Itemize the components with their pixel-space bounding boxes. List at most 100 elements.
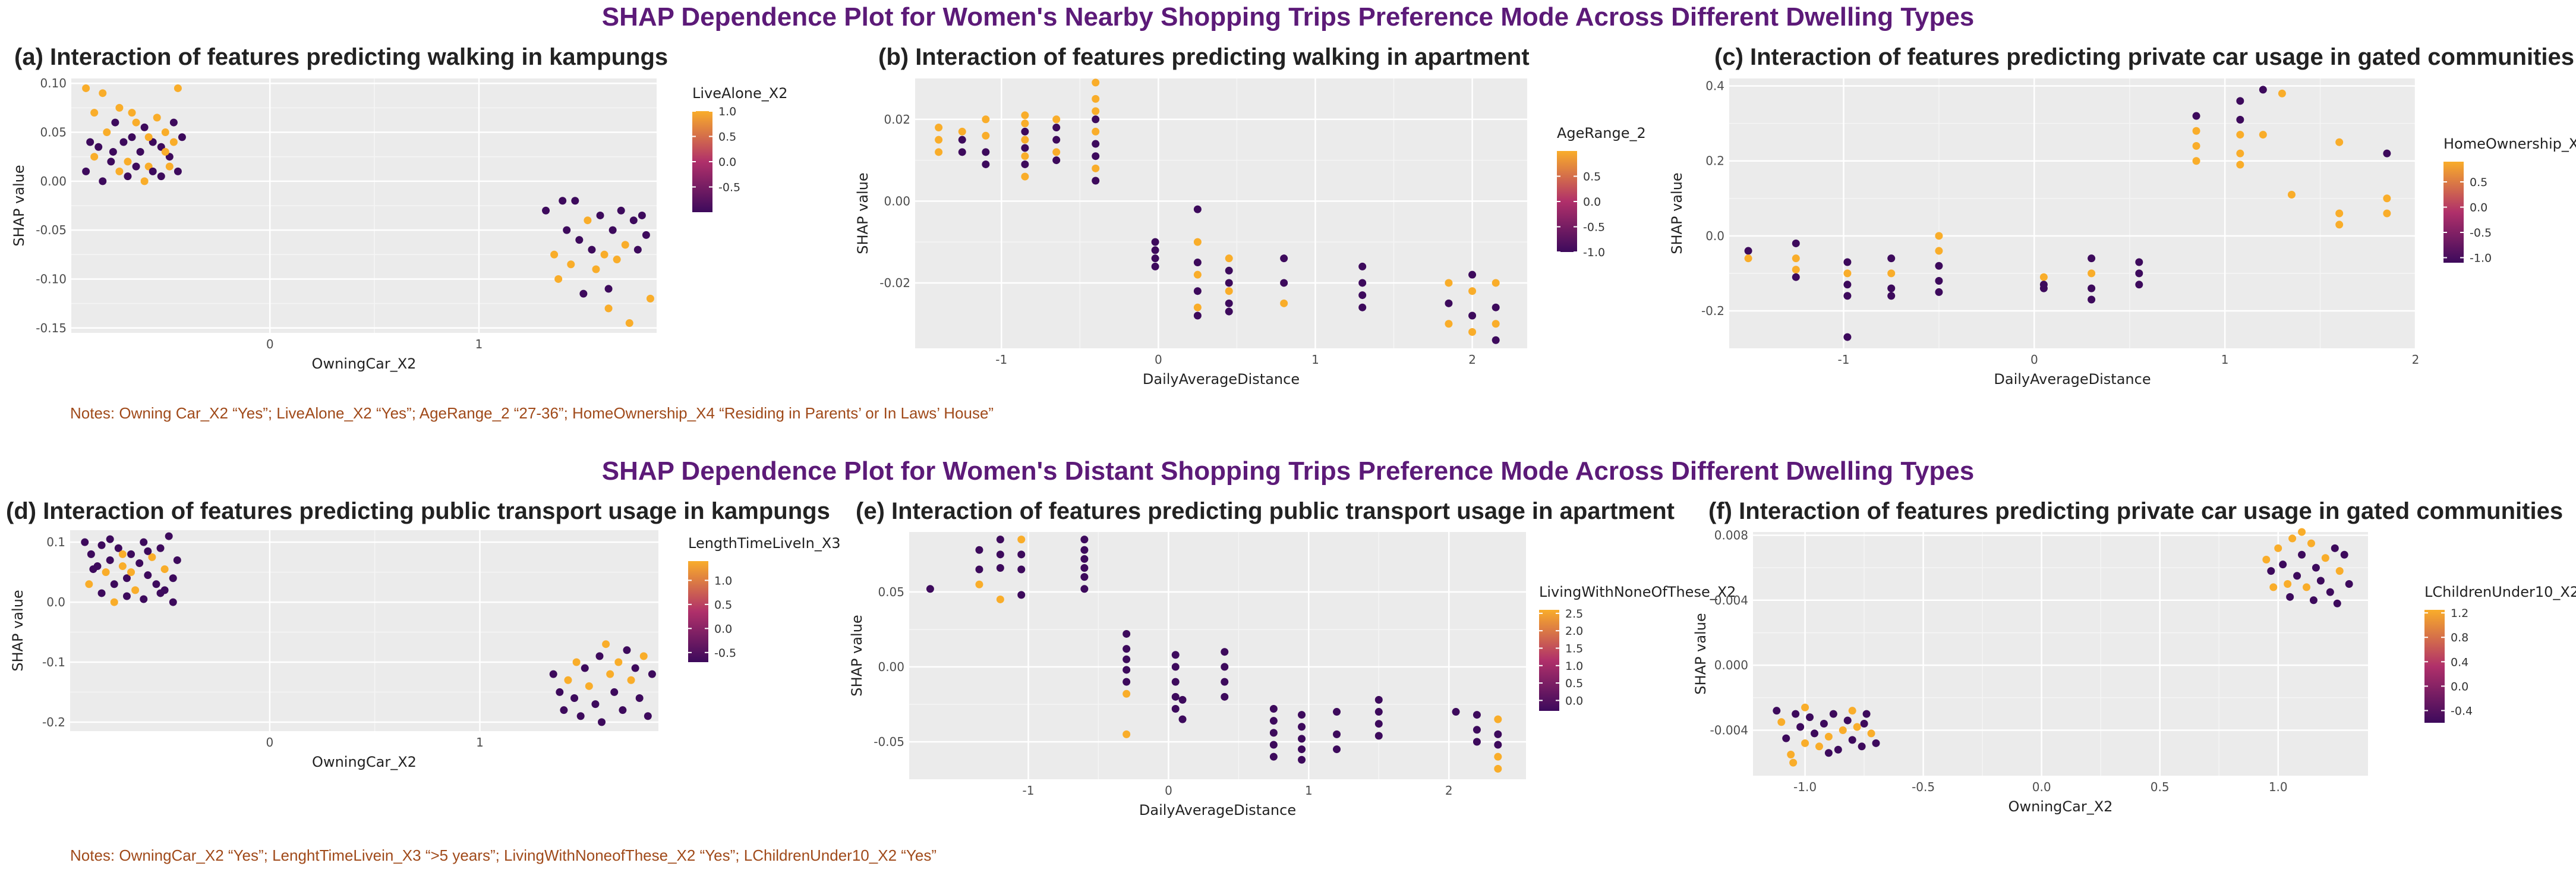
chart-a-legend-title: LiveAlone_X2	[692, 85, 787, 102]
chart-a-ytick-label: 0.10	[40, 76, 67, 90]
chart-d-point	[140, 595, 148, 603]
chart-c-ytick-label: 0.0	[1705, 229, 1724, 243]
chart-f-point	[2326, 588, 2334, 596]
chart-e-point	[1080, 546, 1089, 554]
chart-b-legend-tick-label: -1.0	[1583, 246, 1605, 259]
chart-b-point	[1193, 259, 1202, 267]
chart-b-xtick-label: -1	[995, 352, 1007, 367]
chart-c-point	[1792, 254, 1800, 263]
chart-a-point	[563, 226, 571, 234]
chart-d-point	[173, 556, 181, 564]
chart-a-point	[604, 304, 613, 313]
chart-a-point	[617, 206, 625, 215]
chart-a-point	[178, 133, 186, 141]
chart-f-point	[2335, 567, 2344, 575]
chart-e-plot: -1 0 1 2 -0.05 0.00 0.05 DailyAverageDistance SH…	[849, 532, 1736, 818]
chart-b-point	[1193, 270, 1202, 279]
chart-e-point	[1374, 732, 1383, 740]
chart-c-point	[2088, 295, 2096, 304]
chart-e-xtick-label: -1	[1023, 783, 1035, 798]
chart-f-point	[2309, 596, 2318, 604]
chart-a-point	[584, 216, 592, 225]
chart-e-point	[1123, 655, 1131, 663]
chart-f-point	[2288, 534, 2297, 543]
chart-e-point	[1494, 730, 1502, 738]
chart-e-point	[975, 546, 983, 554]
chart-d-point	[144, 547, 152, 555]
chart-b-point	[1151, 246, 1159, 254]
chart-d-ytick-label: 0.0	[46, 595, 65, 609]
chart-e-point	[1017, 536, 1026, 544]
chart-a-point	[174, 84, 182, 92]
chart-d-point	[81, 538, 89, 546]
chart-c-point	[2383, 209, 2391, 218]
chart-d-point	[97, 541, 106, 549]
chart-a-point	[596, 211, 604, 219]
chart-a-point	[633, 245, 642, 254]
chart-e-point	[1171, 663, 1180, 671]
chart-d-point	[122, 574, 131, 583]
chart-d-point	[110, 580, 118, 588]
chart-a-point	[128, 133, 136, 141]
chart-e-xlabel: DailyAverageDistance	[1139, 802, 1296, 818]
chart-b-point	[1193, 287, 1202, 295]
chart-b-legend-tick-label: 0.5	[1583, 171, 1601, 184]
chart-f-point	[1860, 720, 1868, 728]
chart-f-xtick-label: -1.0	[1793, 780, 1817, 794]
chart-d-point	[606, 670, 614, 678]
chart-c-point	[1744, 247, 1752, 255]
chart-e-point	[996, 595, 1004, 603]
chart-e-point	[1374, 708, 1383, 716]
chart-e-point	[1080, 573, 1089, 581]
chart-e-xtick-label: 2	[1445, 783, 1453, 798]
chart-a-point	[99, 89, 107, 97]
chart-b-point	[1092, 107, 1100, 115]
chart-f-point	[1834, 745, 1842, 754]
chart-c-point	[1843, 281, 1852, 289]
chart-b-point	[1193, 311, 1202, 320]
chart-f-point	[1824, 749, 1833, 757]
chart-c-point	[2383, 149, 2391, 158]
chart-f-point	[1801, 703, 1809, 711]
chart-a-point	[542, 206, 550, 215]
chart-a-ylabel: SHAP value	[11, 165, 27, 246]
chart-a-point	[592, 265, 600, 273]
chart-b-point	[1193, 303, 1202, 311]
chart-d-point	[570, 694, 579, 703]
chart-d-plot: 0 1 -0.2 -0.1 0.0 0.1 OwningCar_X2 SHAP value Le…	[10, 530, 841, 770]
chart-e-point	[1298, 723, 1306, 731]
chart-c-point	[1792, 239, 1800, 247]
chart-d-point	[623, 646, 631, 654]
chart-f-xtick-label: 0.0	[2032, 780, 2051, 794]
chart-f-point	[1789, 758, 1798, 767]
chart-e-xtick-label: 0	[1165, 783, 1172, 798]
chart-a-point	[559, 197, 567, 205]
chart-b-point	[1445, 279, 1453, 287]
chart-c-legend-tick-label: -0.5	[2470, 226, 2492, 240]
chart-b-point	[1225, 307, 1233, 316]
chart-b-point	[1092, 78, 1100, 87]
chart-e-point	[1123, 689, 1131, 698]
chart-d-point	[160, 586, 169, 594]
chart-b-point	[1468, 311, 1477, 320]
chart-d-point	[135, 559, 144, 567]
chart-e-ylabel: SHAP value	[849, 615, 865, 696]
chart-d-point	[549, 670, 557, 678]
chart-e-point	[1123, 645, 1131, 653]
chart-f-point	[2307, 539, 2315, 547]
chart-b-point	[1225, 254, 1233, 263]
chart-b-point	[982, 148, 990, 156]
chart-f-xtick-label: 0.5	[2151, 780, 2170, 794]
chart-a-point	[140, 177, 149, 185]
chart-e-ytick-label: 0.05	[878, 585, 904, 599]
chart-f-point	[1796, 723, 1805, 731]
chart-a-point	[575, 236, 584, 244]
chart-b-point	[1280, 254, 1288, 263]
chart-f-point	[2274, 544, 2282, 552]
chart-a-point	[107, 158, 115, 166]
chart-d-panel	[70, 530, 658, 731]
chart-b-point	[1358, 303, 1367, 311]
chart-c-point	[1843, 333, 1852, 341]
chart-b-legend-title: AgeRange_2	[1557, 125, 1646, 141]
chart-b-point	[982, 115, 990, 124]
